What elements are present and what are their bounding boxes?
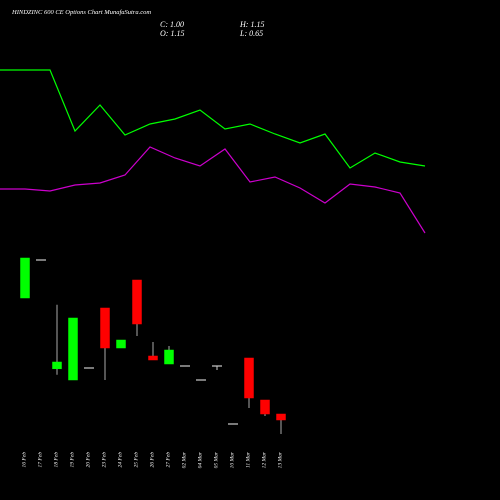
indicator-line [0,69,426,169]
candle-body [244,357,254,399]
x-tick-label: 11 Mar [245,451,251,468]
x-tick-label: 10 Mar [229,451,235,468]
candle-body [100,307,110,349]
candle-body [68,317,78,381]
x-tick-label: 24 Feb [116,452,123,468]
x-tick-label: 17 Feb [37,452,43,468]
x-tick-label: 23 Feb [101,452,107,468]
x-tick-label: 25 Feb [133,452,139,468]
x-tick-label: 19 Feb [69,452,75,468]
x-tick-label: 02 Mar [181,451,187,468]
readout-low: L: 0.65 [239,29,263,38]
x-tick-label: 26 Feb [149,452,155,468]
x-tick-label: 04 Mar [196,451,203,468]
x-tick-label: 05 Mar [213,451,219,468]
x-tick-label: 16 Feb [21,452,27,468]
x-tick-label: 20 Feb [85,452,91,468]
x-tick-label: 27 Feb [165,452,171,468]
readout-close: C: 1.00 [160,20,184,29]
readout-open: O: 1.15 [160,29,184,38]
candle-body [116,339,126,349]
x-tick-label: 12 Mar [261,451,267,468]
x-tick-label: 13 Mar [277,451,283,468]
candle-body [148,355,158,361]
readout-high: H: 1.15 [239,20,264,29]
candle-body [260,399,270,415]
chart-title: HINDZINC 600 CE Options Chart MunafaSutr… [11,9,151,16]
candle-body [52,361,62,370]
candle-body [20,257,30,299]
candle-body [276,413,286,421]
indicator-line [0,146,426,234]
candle-body [164,349,174,365]
candle-body [132,279,142,325]
x-tick-label: 18 Feb [53,452,59,468]
